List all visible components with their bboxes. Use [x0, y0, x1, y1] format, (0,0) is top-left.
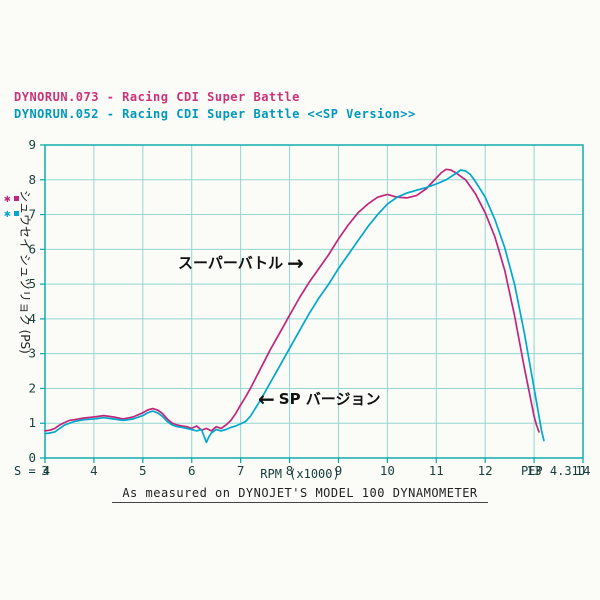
run1-header: DYNORUN.073 - Racing CDI Super Battle — [14, 90, 300, 104]
svg-text:7: 7 — [28, 207, 36, 222]
run2-legend-marker: ✱ — [4, 207, 19, 220]
svg-text:1: 1 — [28, 415, 36, 430]
svg-text:4: 4 — [90, 463, 98, 478]
svg-text:5: 5 — [139, 463, 147, 478]
square-icon — [13, 196, 19, 201]
svg-text:5: 5 — [28, 276, 36, 291]
svg-text:8: 8 — [286, 463, 294, 478]
svg-text:13: 13 — [527, 463, 542, 478]
sp-version-annotation: ← SP バージョン — [258, 388, 381, 409]
svg-text:9: 9 — [28, 137, 36, 152]
svg-text:11: 11 — [429, 463, 444, 478]
svg-text:2: 2 — [28, 380, 36, 395]
svg-text:8: 8 — [28, 172, 36, 187]
svg-text:3: 3 — [28, 346, 36, 361]
svg-text:6: 6 — [28, 241, 36, 256]
run1-legend-marker: ✱ — [4, 192, 19, 205]
svg-text:4: 4 — [28, 311, 36, 326]
svg-text:3: 3 — [41, 463, 49, 478]
run2-header: DYNORUN.052 - Racing CDI Super Battle <<… — [14, 107, 416, 121]
square-icon — [13, 211, 19, 216]
svg-text:0: 0 — [28, 450, 36, 465]
svg-text:7: 7 — [237, 463, 245, 478]
svg-text:6: 6 — [188, 463, 196, 478]
x-axis-label: RPM (x1000) — [260, 467, 340, 481]
smoothing-value: S = 4 — [14, 464, 51, 478]
super-battle-label: スーパーバトル — [178, 254, 284, 272]
arrow-left-icon: ← — [258, 386, 275, 411]
dynamometer-caption: As measured on DYNOJET'S MODEL 100 DYNAM… — [112, 486, 488, 503]
asterisk-icon: ✱ — [4, 207, 11, 220]
svg-text:12: 12 — [478, 463, 493, 478]
caption-row: As measured on DYNOJET'S MODEL 100 DYNAM… — [0, 482, 600, 503]
y-axis-label: シュウセイ シュツリョク (PS) — [18, 190, 32, 354]
version-stamp: PEP 4.31J — [520, 464, 586, 478]
svg-text:14: 14 — [575, 463, 590, 478]
super-battle-annotation: スーパーバトル → — [178, 252, 304, 273]
arrow-right-icon: → — [287, 250, 304, 275]
svg-text:9: 9 — [335, 463, 343, 478]
svg-text:10: 10 — [380, 463, 395, 478]
asterisk-icon: ✱ — [4, 192, 11, 205]
sp-version-label: SP バージョン — [278, 390, 381, 408]
